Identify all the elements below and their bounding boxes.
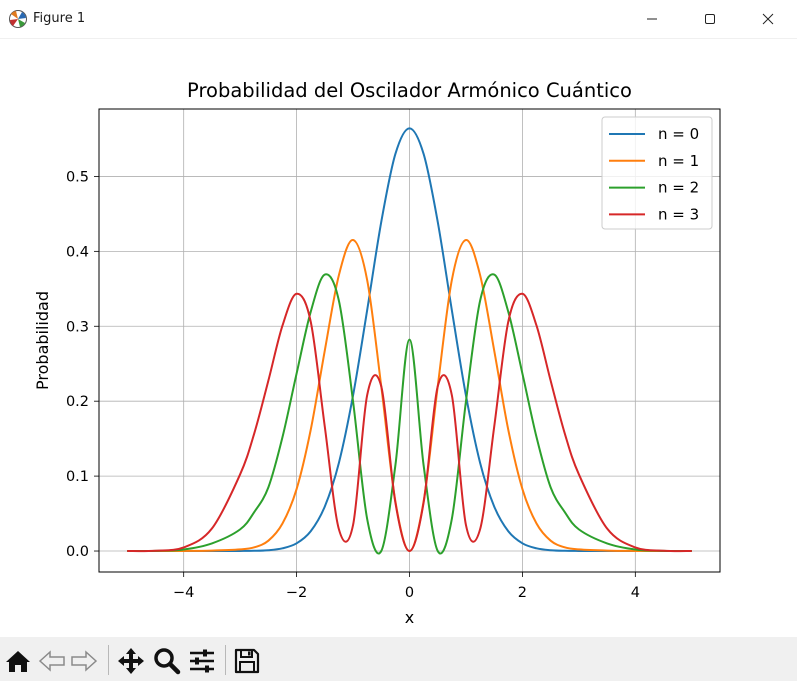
legend-label: n = 3: [658, 205, 699, 223]
window-title: Figure 1: [33, 11, 86, 26]
series-lines: [127, 127, 692, 555]
axis-ticks: −4 −2 0 2 4 0.0 0.1 0.2 0.3 0.4 0.5: [66, 169, 640, 601]
chart-title: Probabilidad del Oscilador Armónico Cuán…: [187, 79, 632, 102]
close-icon: [762, 13, 774, 25]
x-axis-label: x: [405, 608, 414, 627]
x-tick-label: −4: [173, 585, 194, 601]
window-titlebar: Figure 1: [0, 0, 797, 39]
forward-icon: [71, 650, 98, 672]
x-tick-label: 4: [631, 585, 640, 601]
x-tick-label: 2: [518, 585, 527, 601]
back-icon: [38, 650, 65, 672]
legend-box: [601, 116, 713, 230]
y-tick-label: 0.5: [66, 169, 89, 185]
home-icon: [6, 651, 30, 672]
legend: n = 0 n = 1 n = 2 n = 3: [601, 116, 713, 230]
toolbar-separator: [225, 645, 226, 675]
series-line-n3: [127, 292, 692, 553]
pan-icon: [118, 648, 144, 674]
y-tick-label: 0.0: [66, 544, 89, 560]
series-line-n2: [127, 273, 692, 555]
save-icon: [234, 648, 260, 674]
x-tick-label: −2: [286, 585, 307, 601]
matplotlib-app-icon: [9, 10, 27, 28]
home-button[interactable]: [4, 647, 32, 675]
zoom-button[interactable]: [153, 647, 181, 675]
legend-label: n = 2: [658, 179, 699, 197]
forward-button[interactable]: [70, 647, 98, 675]
configure-subplots-button[interactable]: [188, 647, 216, 675]
minimize-icon: [647, 18, 657, 20]
legend-label: n = 1: [658, 152, 699, 170]
legend-label: n = 0: [658, 125, 699, 143]
y-tick-label: 0.2: [66, 394, 89, 410]
y-tick-label: 0.4: [66, 244, 89, 260]
back-button[interactable]: [38, 647, 66, 675]
y-axis-label: Probabilidad: [33, 291, 52, 390]
y-tick-label: 0.1: [66, 469, 89, 485]
zoom-icon: [154, 648, 181, 675]
minimize-button[interactable]: [623, 0, 681, 38]
maximize-icon: [705, 14, 715, 24]
maximize-button[interactable]: [681, 0, 739, 38]
configure-subplots-icon: [190, 649, 214, 673]
save-button[interactable]: [233, 647, 261, 675]
figure-canvas: −4 −2 0 2 4 0.0 0.1 0.2 0.3 0.4 0.5 Probabilidad d…: [33, 79, 721, 627]
close-button[interactable]: [739, 0, 797, 38]
series-line-n0: [127, 127, 692, 553]
toolbar-separator: [108, 645, 109, 675]
pan-button[interactable]: [117, 647, 145, 675]
y-tick-label: 0.3: [66, 319, 89, 335]
navigation-toolbar: [0, 637, 797, 681]
x-tick-label: 0: [405, 585, 414, 601]
